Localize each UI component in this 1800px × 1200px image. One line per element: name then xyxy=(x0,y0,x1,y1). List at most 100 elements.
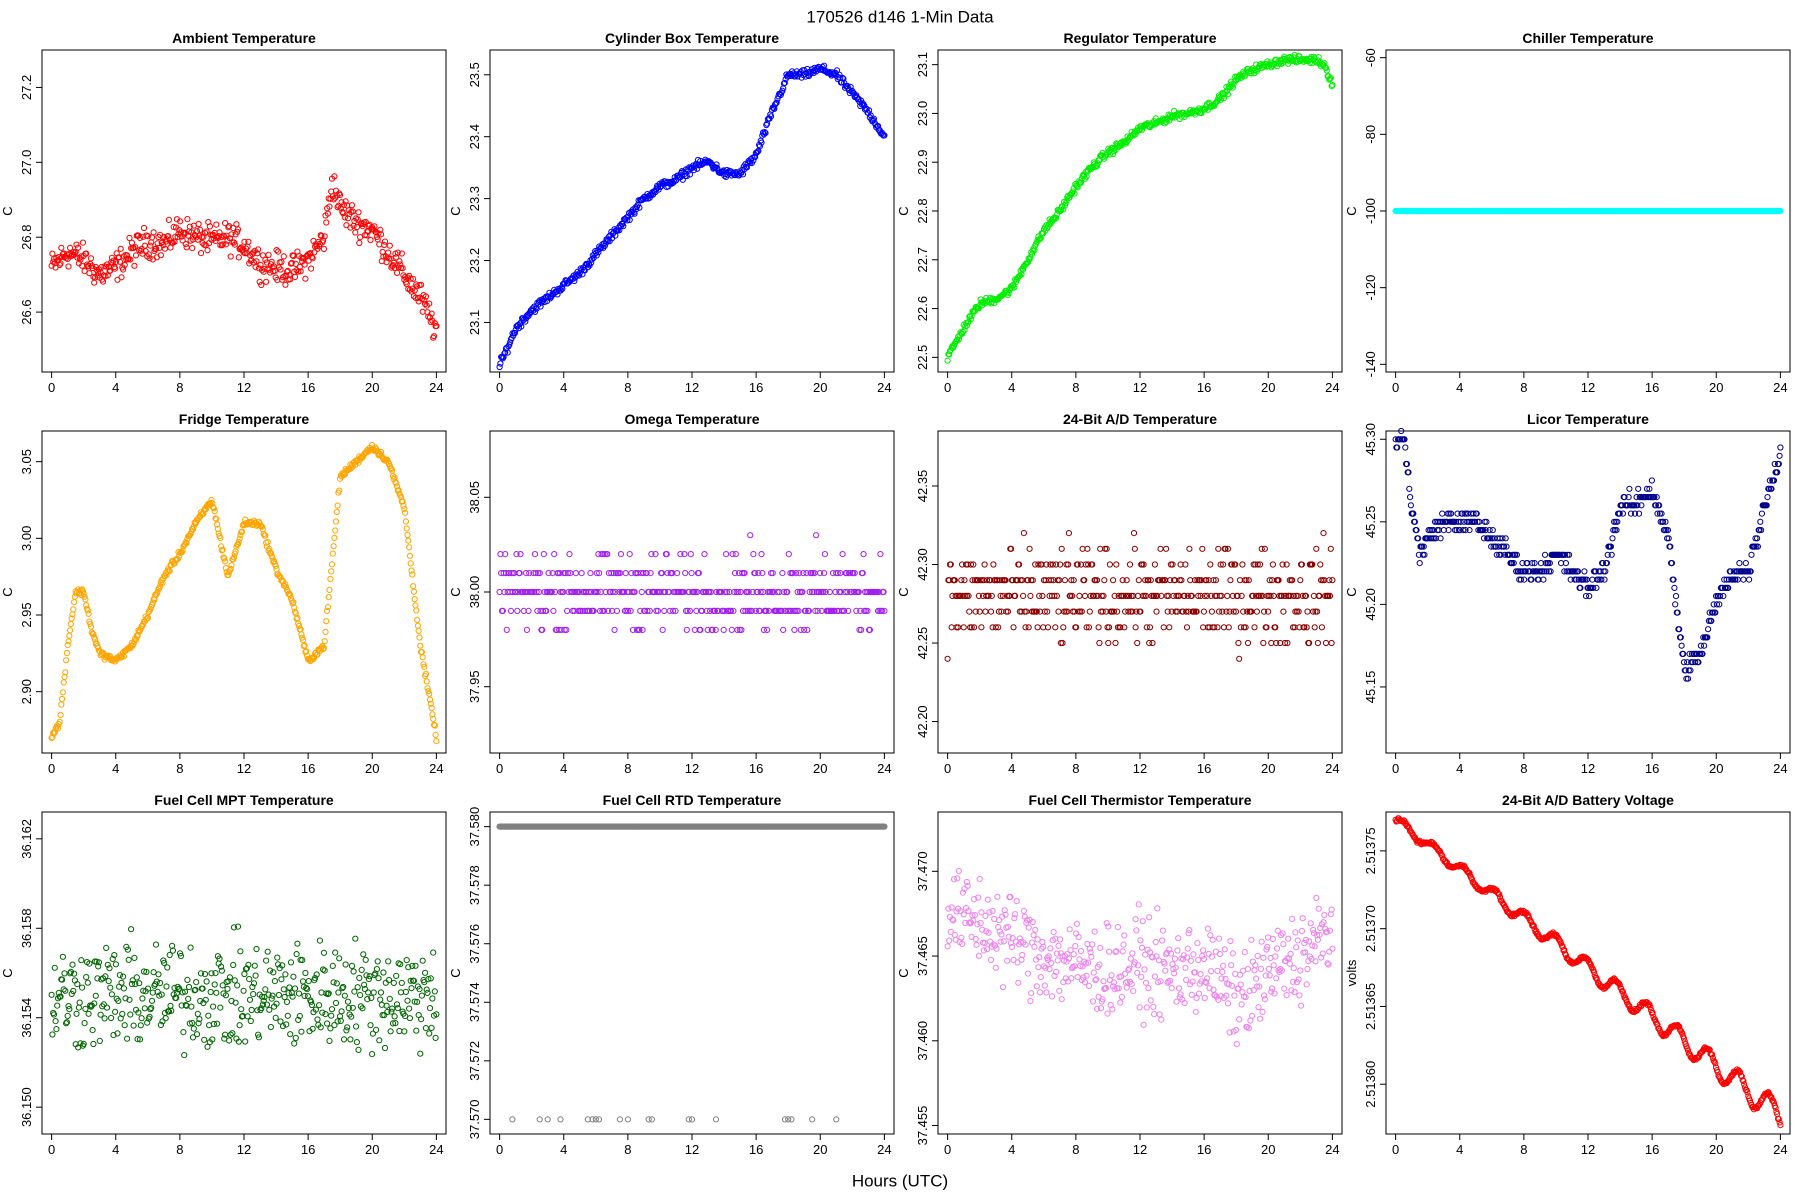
y-tick-label: -60 xyxy=(1363,48,1378,67)
data-point xyxy=(340,201,348,208)
data-point xyxy=(59,253,66,260)
data-point xyxy=(269,554,276,562)
data-point xyxy=(258,523,265,530)
y-axis-label: C xyxy=(448,206,463,215)
data-point xyxy=(48,991,55,998)
plot-frame xyxy=(41,430,447,754)
data-point xyxy=(550,607,557,615)
data-point xyxy=(1044,608,1051,615)
data-point xyxy=(1746,576,1753,583)
data-point xyxy=(59,695,66,703)
x-tick-label: 20 xyxy=(1261,380,1275,395)
data-point xyxy=(648,551,655,558)
data-point xyxy=(163,571,170,579)
x-tick-label: 4 xyxy=(1456,761,1463,776)
data-point xyxy=(227,565,234,573)
data-point xyxy=(755,570,762,577)
data-point xyxy=(981,561,988,568)
data-point xyxy=(1055,608,1062,615)
data-point xyxy=(1406,485,1413,492)
data-point xyxy=(183,540,190,547)
data-point xyxy=(595,249,602,256)
data-point xyxy=(1297,577,1304,584)
figure-x-axis-label: Hours (UTC) xyxy=(852,1171,948,1190)
data-point xyxy=(1053,214,1060,222)
data-point xyxy=(291,604,298,611)
data-point xyxy=(1609,535,1616,542)
data-point xyxy=(518,323,525,330)
data-point xyxy=(674,570,681,577)
data-point xyxy=(1100,592,1107,600)
data-point xyxy=(426,1005,434,1012)
data-point xyxy=(84,607,91,614)
data-point xyxy=(394,249,401,256)
data-point xyxy=(132,252,140,259)
data-point xyxy=(1748,551,1755,558)
data-point xyxy=(1077,179,1085,186)
data-point xyxy=(65,263,72,270)
data-point xyxy=(428,704,435,712)
x-tick-label: 8 xyxy=(1520,380,1527,395)
data-point xyxy=(421,663,428,670)
data-point xyxy=(349,208,356,215)
data-point xyxy=(344,1024,351,1031)
data-point xyxy=(163,983,170,990)
data-point xyxy=(1613,527,1620,534)
data-point xyxy=(774,588,781,596)
x-tick-label: 24 xyxy=(1773,761,1787,776)
data-point xyxy=(246,976,253,983)
data-point xyxy=(241,238,248,245)
data-point xyxy=(1634,502,1641,509)
data-point xyxy=(320,646,327,653)
data-point xyxy=(1172,608,1179,615)
data-point xyxy=(166,568,173,575)
data-point xyxy=(62,669,69,676)
data-point xyxy=(64,642,71,649)
data-point xyxy=(1678,642,1685,649)
data-point xyxy=(381,1044,389,1052)
data-point xyxy=(324,1020,331,1027)
data-point xyxy=(601,551,608,558)
data-point xyxy=(83,602,90,609)
data-point xyxy=(381,238,389,245)
data-point xyxy=(992,624,999,631)
x-tick-label: 12 xyxy=(1581,761,1595,776)
data-point xyxy=(121,1022,128,1029)
data-point xyxy=(731,588,738,596)
data-point xyxy=(294,940,301,947)
data-point xyxy=(1043,561,1050,568)
data-point xyxy=(762,130,769,137)
data-point xyxy=(271,978,278,985)
data-point xyxy=(959,328,967,335)
x-tick-label: 16 xyxy=(1197,761,1211,776)
data-point xyxy=(643,570,650,577)
data-point xyxy=(174,556,181,563)
data-point xyxy=(266,1006,273,1013)
y-tick-label: 3.00 xyxy=(19,526,34,551)
data-point xyxy=(137,1022,144,1029)
data-point xyxy=(206,223,213,230)
data-point xyxy=(622,570,629,577)
data-point xyxy=(320,949,327,956)
plot-frame xyxy=(489,49,895,373)
data-point xyxy=(342,961,349,968)
data-point xyxy=(61,970,68,977)
data-point xyxy=(1635,510,1643,517)
data-point xyxy=(322,628,329,636)
data-point xyxy=(1073,624,1080,631)
data-point xyxy=(1529,560,1536,567)
data-point xyxy=(139,995,146,1002)
data-point xyxy=(1027,592,1034,600)
data-point xyxy=(294,614,301,622)
y-tick-label: 37.572 xyxy=(467,1041,482,1081)
data-point xyxy=(402,509,409,516)
data-point xyxy=(713,161,720,168)
data-point xyxy=(1699,650,1706,658)
x-tick-label: 24 xyxy=(429,761,443,776)
data-point xyxy=(414,616,421,624)
data-point xyxy=(298,1028,305,1035)
x-tick-label: 20 xyxy=(813,761,827,776)
data-point xyxy=(1260,639,1267,647)
data-point xyxy=(839,551,846,558)
data-point xyxy=(353,1039,360,1046)
